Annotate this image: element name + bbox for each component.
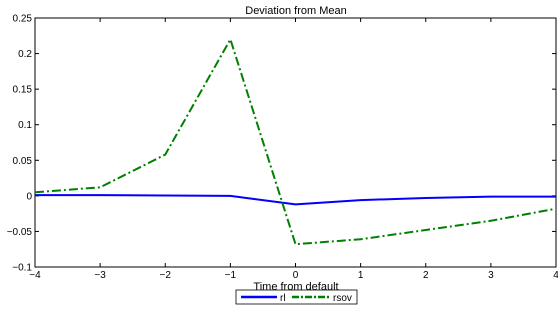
y-tick-label: −0.05 [7,227,33,238]
x-tick-label: 2 [423,270,429,281]
legend-label-rsov: rsov [333,293,352,304]
chart-title: Deviation from Mean [245,5,347,17]
x-tick-label: −2 [160,270,172,281]
y-tick-label: 0 [26,191,32,202]
axis-ticks: −4 −3 −2 −1 0 1 2 3 4 −0.1 −0.05 0 0.05 0.1 0.15 0.2 0.2… [7,14,558,282]
y-tick-label: 0.2 [18,49,32,60]
x-tick-label: 3 [488,270,494,281]
x-tick-label: 1 [358,270,364,281]
series-line-rl [35,194,556,206]
x-tick-label: −3 [94,270,106,281]
legend-label-rl: rl [280,293,286,304]
legend: rl rsov [235,289,358,305]
x-tick-label: 0 [293,270,299,281]
y-tick-label: 0.25 [13,14,33,25]
series-line-rsov [34,38,557,246]
x-tick-label: −1 [225,270,237,281]
x-tick-label: −4 [29,270,41,281]
series-layer [34,38,557,246]
x-tick-label: 4 [553,270,558,281]
y-tick-label: −0.1 [12,263,32,274]
plot-area [34,17,557,268]
y-tick-label: 0.15 [13,85,33,96]
y-tick-label: 0.1 [18,120,32,131]
y-tick-label: 0.05 [13,156,33,167]
